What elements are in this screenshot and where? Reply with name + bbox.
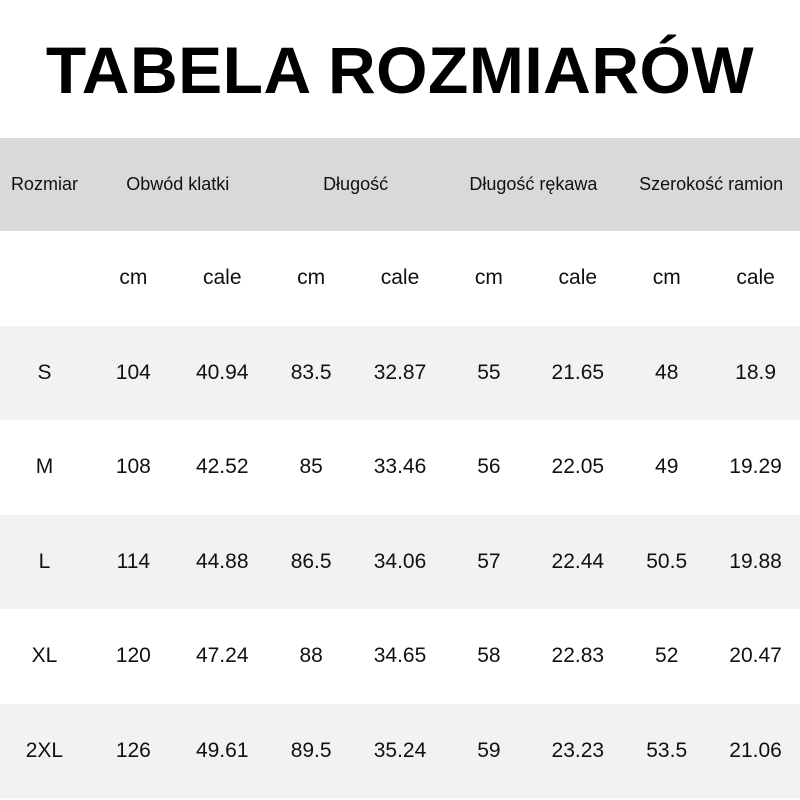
table-row: 2XL 126 49.61 89.5 35.24 59 23.23 53.5 21.06 [0, 703, 800, 798]
value-cell: 126 [88, 703, 178, 798]
value-cell: 23.23 [533, 703, 623, 798]
header-row: Rozmiar Obwód klatki Długość Długość ręk… [0, 138, 800, 231]
value-cell: 114 [88, 514, 178, 609]
value-cell: 40.94 [177, 325, 267, 420]
value-cell: 89.5 [266, 703, 356, 798]
value-cell: 55 [444, 325, 534, 420]
header-chest: Obwód klatki [88, 138, 267, 231]
value-cell: 52 [622, 609, 712, 704]
table-row: XL 120 47.24 88 34.65 58 22.83 52 20.47 [0, 609, 800, 704]
header-size: Rozmiar [0, 138, 89, 231]
unit-cell: cale [177, 231, 267, 326]
value-cell: 58 [444, 609, 534, 704]
value-cell: 35.24 [355, 703, 445, 798]
value-cell: 85 [266, 420, 356, 515]
header-sleeve-length: Długość rękawa [444, 138, 623, 231]
unit-cell: cm [266, 231, 356, 326]
value-cell: 50.5 [622, 514, 712, 609]
table-row: L 114 44.88 86.5 34.06 57 22.44 50.5 19.88 [0, 514, 800, 609]
value-cell: 86.5 [266, 514, 356, 609]
units-empty-cell [0, 231, 89, 326]
value-cell: 22.05 [533, 420, 623, 515]
value-cell: 108 [88, 420, 178, 515]
value-cell: 88 [266, 609, 356, 704]
value-cell: 56 [444, 420, 534, 515]
value-cell: 22.83 [533, 609, 623, 704]
value-cell: 120 [88, 609, 178, 704]
unit-cell: cm [444, 231, 534, 326]
unit-cell: cale [711, 231, 800, 326]
size-chart-table: Rozmiar Obwód klatki Długość Długość ręk… [0, 138, 800, 798]
unit-cell: cm [622, 231, 712, 326]
units-row: cm cale cm cale cm cale cm cale [0, 231, 800, 326]
value-cell: 22.44 [533, 514, 623, 609]
size-cell: S [0, 325, 89, 420]
table-row: M 108 42.52 85 33.46 56 22.05 49 19.29 [0, 420, 800, 515]
unit-cell: cm [88, 231, 178, 326]
value-cell: 104 [88, 325, 178, 420]
value-cell: 20.47 [711, 609, 800, 704]
table-row: S 104 40.94 83.5 32.87 55 21.65 48 18.9 [0, 325, 800, 420]
value-cell: 19.29 [711, 420, 800, 515]
size-cell: M [0, 420, 89, 515]
value-cell: 49 [622, 420, 712, 515]
header-shoulder-width: Szerokość ramion [622, 138, 800, 231]
value-cell: 34.65 [355, 609, 445, 704]
value-cell: 48 [622, 325, 712, 420]
header-length: Długość [266, 138, 445, 231]
value-cell: 59 [444, 703, 534, 798]
value-cell: 18.9 [711, 325, 800, 420]
value-cell: 47.24 [177, 609, 267, 704]
unit-cell: cale [533, 231, 623, 326]
value-cell: 42.52 [177, 420, 267, 515]
value-cell: 21.65 [533, 325, 623, 420]
value-cell: 44.88 [177, 514, 267, 609]
value-cell: 19.88 [711, 514, 800, 609]
value-cell: 33.46 [355, 420, 445, 515]
size-cell: L [0, 514, 89, 609]
value-cell: 21.06 [711, 703, 800, 798]
unit-cell: cale [355, 231, 445, 326]
size-cell: 2XL [0, 703, 89, 798]
value-cell: 57 [444, 514, 534, 609]
value-cell: 49.61 [177, 703, 267, 798]
value-cell: 34.06 [355, 514, 445, 609]
page-title: TABELA ROZMIARÓW [45, 33, 755, 107]
value-cell: 53.5 [622, 703, 712, 798]
value-cell: 32.87 [355, 325, 445, 420]
size-cell: XL [0, 609, 89, 704]
value-cell: 83.5 [266, 325, 356, 420]
